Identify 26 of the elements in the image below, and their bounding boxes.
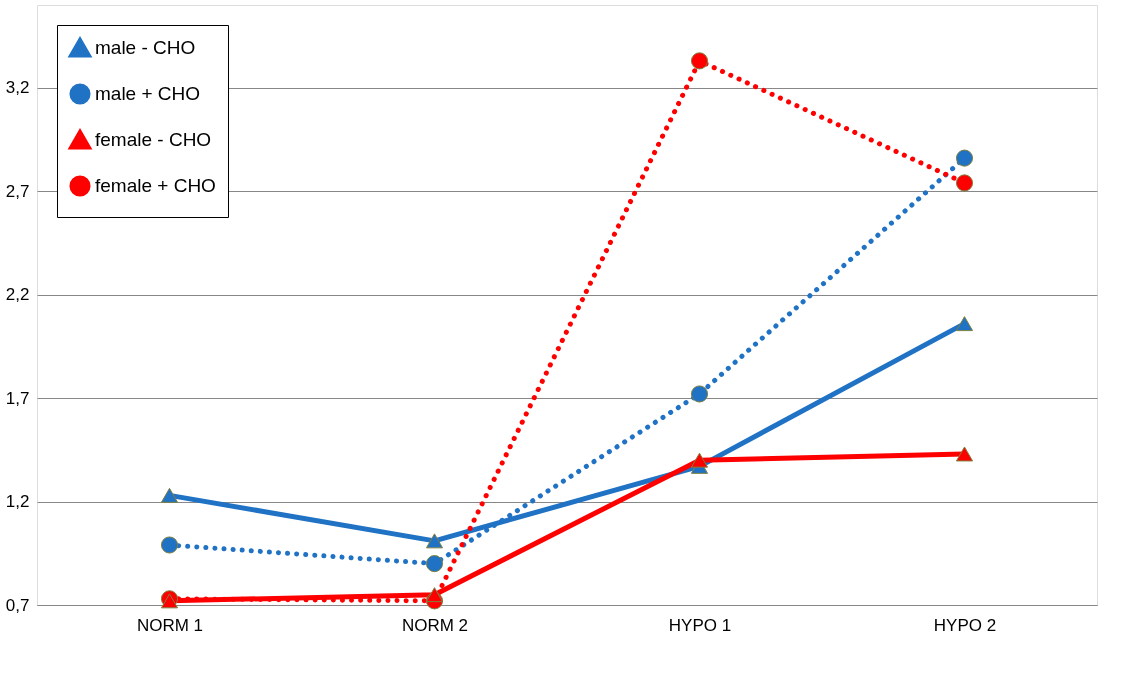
x-tick-label: HYPO 2 [933, 615, 997, 635]
point [160, 487, 179, 503]
point [425, 533, 444, 549]
legend-label: male - CHO [95, 37, 196, 58]
legend-label: female - CHO [95, 129, 212, 150]
legend-label: male + CHO [95, 83, 201, 104]
x-tick-label: HYPO 1 [668, 615, 732, 635]
y-tick-label: 1,2 [5, 492, 30, 512]
y-tick-label: 2,7 [5, 181, 30, 201]
y-tick-label: 3,2 [5, 78, 30, 98]
point [425, 555, 444, 573]
point [955, 446, 974, 462]
legend-label: female + CHO [95, 175, 216, 196]
point [425, 587, 444, 603]
y-tick-label: 1,7 [5, 388, 30, 408]
point [955, 316, 974, 332]
y-tick-label: 0,7 [5, 595, 30, 615]
x-tick-label: NORM 1 [136, 615, 204, 635]
point [690, 52, 709, 70]
point [690, 452, 709, 468]
point [160, 536, 179, 554]
point [955, 174, 974, 192]
point [955, 149, 974, 167]
x-tick-label: NORM 2 [401, 615, 469, 635]
y-tick-label: 2,2 [5, 285, 30, 305]
point [690, 385, 709, 403]
